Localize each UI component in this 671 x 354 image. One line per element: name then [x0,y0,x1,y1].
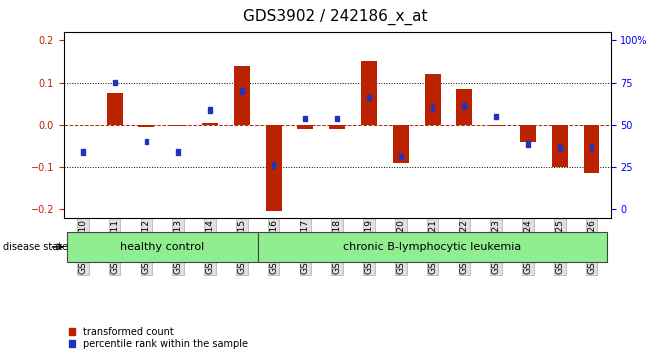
Bar [488,125,504,126]
Bar [234,65,250,125]
Bar [425,74,440,125]
FancyBboxPatch shape [67,232,258,262]
Bar [144,139,148,144]
Bar [266,125,282,211]
Text: healthy control: healthy control [120,242,205,252]
Bar [399,154,403,159]
Bar [272,162,276,168]
Bar [558,145,562,151]
Bar [552,125,568,167]
Bar [590,145,593,151]
Bar [208,107,212,113]
Bar [170,125,186,126]
Bar [462,103,466,109]
Text: chronic B-lymphocytic leukemia: chronic B-lymphocytic leukemia [344,242,521,252]
Bar [176,149,180,155]
Legend: transformed count, percentile rank within the sample: transformed count, percentile rank withi… [68,327,248,349]
Bar [336,116,339,121]
Text: GDS3902 / 242186_x_at: GDS3902 / 242186_x_at [244,9,427,25]
Bar [393,125,409,163]
Bar [303,116,307,121]
FancyBboxPatch shape [258,232,607,262]
Bar [584,125,599,173]
Bar [107,93,123,125]
Bar [495,114,498,119]
Bar [113,80,117,85]
Bar [431,105,434,111]
Bar [138,125,154,127]
Bar [297,125,313,129]
Bar [361,62,377,125]
Text: disease state: disease state [3,242,68,252]
Bar [240,88,244,94]
Bar [367,95,371,100]
Bar [520,125,536,142]
Bar [329,125,345,129]
Bar [81,149,85,155]
Bar [526,141,530,147]
Bar [456,89,472,125]
Bar [202,123,218,125]
